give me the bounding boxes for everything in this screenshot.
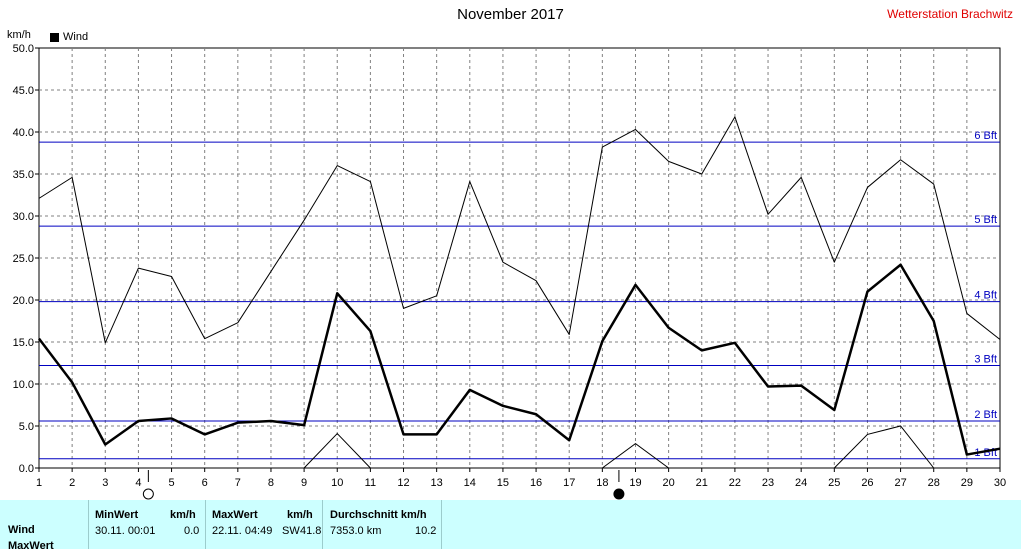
series-line-min (833, 425, 935, 469)
y-tick-label: 0.0 (19, 463, 34, 475)
beaufort-label: 3 Bft (974, 354, 997, 366)
y-tick-label: 30.0 (13, 211, 34, 223)
x-tick-label: 20 (662, 477, 674, 489)
x-tick-label: 18 (596, 477, 608, 489)
x-tick-label: 23 (762, 477, 774, 489)
stats-avg-distance: 7353.0 km (330, 525, 382, 537)
x-tick-label: 14 (464, 477, 476, 489)
y-tick-label: 45.0 (13, 85, 34, 97)
beaufort-label: 4 Bft (974, 290, 997, 302)
y-tick-label: 35.0 (13, 169, 34, 181)
x-tick-label: 7 (235, 477, 241, 489)
y-tick-label: 20.0 (13, 295, 34, 307)
legend: Wind (50, 31, 88, 43)
stats-min-value: 0.0 (184, 525, 200, 537)
stats-min-time: 30.11. 00:01 (95, 525, 156, 537)
y-tick-label: 5.0 (19, 421, 34, 433)
x-tick-label: 5 (168, 477, 174, 489)
x-tick-label: 9 (301, 477, 307, 489)
series-line-min (303, 432, 371, 469)
x-tick-label: 26 (861, 477, 873, 489)
x-tick-label: 3 (102, 477, 108, 489)
beaufort-label: 2 Bft (974, 409, 997, 421)
y-axis-unit: km/h (7, 29, 31, 41)
x-tick-label: 28 (928, 477, 940, 489)
x-tick-label: 4 (135, 477, 141, 489)
x-tick-label: 17 (563, 477, 575, 489)
x-tick-label: 12 (397, 477, 409, 489)
x-tick-label: 25 (828, 477, 840, 489)
stats-max-direction: SW (282, 525, 300, 537)
full-moon-icon (142, 488, 154, 500)
x-tick-label: 11 (365, 477, 376, 489)
x-tick-label: 19 (629, 477, 641, 489)
x-tick-label: 29 (961, 477, 973, 489)
x-tick-label: 27 (894, 477, 906, 489)
x-tick-label: 2 (69, 477, 75, 489)
x-tick-label: 16 (530, 477, 542, 489)
new-moon-icon (613, 488, 625, 500)
stats-max-value: 41.8 (300, 525, 322, 537)
legend-label: Wind (63, 31, 89, 43)
x-tick-label: 30 (994, 477, 1006, 489)
x-tick-label: 10 (331, 477, 343, 489)
beaufort-label: 6 Bft (974, 130, 997, 142)
stats-avg-value: 10.2 (415, 525, 437, 537)
stats-max-unit: km/h (287, 509, 313, 521)
stats-min-column: MinWert km/h 30.11. 00:01 0.0 (88, 500, 205, 549)
x-tick-label: 1 (36, 477, 42, 489)
stats-avg-header: Durchschnitt km/h (330, 509, 427, 521)
x-tick-label: 24 (795, 477, 807, 489)
beaufort-label: 5 Bft (974, 214, 997, 226)
y-tick-label: 50.0 (13, 43, 34, 55)
x-tick-label: 21 (696, 477, 708, 489)
y-tick-label: 40.0 (13, 127, 34, 139)
stats-row-label-maxwert: MaxWert (8, 540, 54, 552)
series-line-min (602, 443, 669, 469)
stats-max-time: 22.11. 04:49 (212, 525, 273, 537)
y-tick-label: 10.0 (13, 379, 34, 391)
y-tick-label: 15.0 (13, 337, 34, 349)
x-tick-label: 22 (729, 477, 741, 489)
chart-title: November 2017 (457, 6, 564, 23)
stats-min-header: MinWert (95, 509, 139, 521)
stats-max-header: MaxWert (212, 509, 258, 521)
series-line-max (38, 116, 1001, 344)
x-tick-label: 8 (268, 477, 274, 489)
legend-swatch (50, 32, 59, 42)
station-name: Wetterstation Brachwitz (887, 7, 1013, 21)
x-tick-label: 13 (431, 477, 443, 489)
stats-row-label-wind: Wind (8, 524, 35, 536)
series-line-wind-mean (38, 263, 1001, 456)
x-tick-label: 6 (202, 477, 208, 489)
stats-max-column: MaxWert km/h 22.11. 04:49 SW 41.8 (205, 500, 322, 549)
stats-min-unit: km/h (170, 509, 196, 521)
stats-panel: Wind MaxWert MinWert km/h 30.11. 00:01 0… (0, 500, 1021, 552)
stats-avg-column: Durchschnitt km/h 7353.0 km 10.2 (322, 500, 442, 549)
y-tick-label: 25.0 (13, 253, 34, 265)
x-tick-label: 15 (497, 477, 509, 489)
